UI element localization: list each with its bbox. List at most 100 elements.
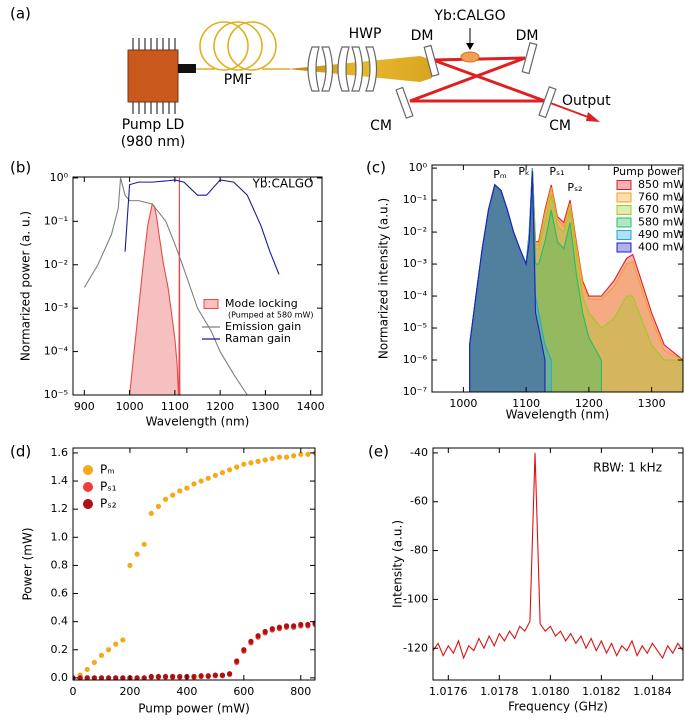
y-tick-label: -120: [403, 641, 428, 654]
legend-swatch: [203, 299, 219, 309]
data-point: [262, 628, 268, 635]
x-tick-label: 1400: [297, 400, 325, 413]
x-tick-label: 1.0178: [480, 685, 519, 698]
data-point: [162, 496, 169, 502]
x-tick-label: 200: [119, 685, 140, 698]
legend-label: 760 mW: [638, 191, 684, 204]
data-point: [226, 671, 233, 677]
x-tick-label: 800: [290, 685, 311, 698]
y-tick-label: 10⁻¹: [403, 193, 427, 206]
data-point: [84, 675, 90, 680]
legend-marker: [83, 499, 93, 509]
y-axis-label: Normarized power (a. u.): [19, 211, 33, 361]
data-point: [170, 673, 176, 680]
data-point: [276, 454, 283, 460]
area: [129, 177, 181, 395]
x-tick-label: 1000: [116, 400, 144, 413]
crystal-pointer-head: [466, 43, 474, 50]
x-tick-label: 1.0180: [531, 685, 570, 698]
data-point: [191, 481, 197, 487]
fiber-coil: [196, 21, 290, 71]
pump-diode: [127, 49, 179, 103]
y-tick-label: 0.6: [51, 587, 69, 600]
legend-label: 490 mW: [638, 228, 684, 241]
plot-frame: [431, 164, 684, 393]
legend-swatch: [616, 242, 632, 253]
output-arrow: [586, 112, 600, 122]
data-point: [120, 675, 126, 680]
data-point: [219, 470, 226, 476]
x-tick-label: 1.0184: [633, 685, 672, 698]
legend-title: Pump power: [613, 165, 682, 178]
legend-marker: [83, 465, 93, 475]
data-point: [269, 626, 275, 632]
plot-frame: [72, 447, 316, 681]
data-point: [241, 461, 247, 467]
x-tick-label: 1000: [449, 397, 477, 410]
y-tick-label: -40: [410, 446, 428, 459]
data-point: [248, 638, 254, 644]
data-point: [283, 454, 290, 460]
legend-swatch: [616, 205, 632, 215]
data-point: [191, 673, 197, 680]
legend-swatch: [616, 230, 632, 240]
y-tick-label: -80: [410, 544, 428, 557]
y-axis-label: Normarized intensity (a.u.): [377, 198, 391, 359]
plot-area: [83, 177, 280, 395]
annotation: Pₘ: [493, 168, 507, 181]
panel-label: (c): [366, 159, 386, 177]
data-point: [148, 510, 154, 516]
data-point: [255, 633, 261, 639]
data-point: [98, 652, 105, 658]
setup-diagram: (a) Pump LD (980 nm) PMF HWP DM Yb:CALGO…: [10, 5, 611, 151]
data-point: [212, 672, 218, 678]
data-point: [84, 666, 90, 673]
annotation: Pₛ₂: [567, 181, 582, 194]
data-point: [155, 673, 162, 680]
data-point: [141, 541, 147, 547]
diagram-label: Pump LD: [122, 117, 185, 133]
data-point: [291, 623, 297, 629]
diagram-label: Yb:CALGO: [433, 8, 505, 24]
data-point: [105, 647, 112, 653]
data-point: [248, 460, 254, 466]
diagram-label: Output: [562, 93, 611, 109]
line: [433, 452, 683, 660]
data-point: [198, 673, 204, 679]
x-axis-label: Wavelength (nm): [146, 415, 250, 429]
cavity-beams: [409, 56, 546, 103]
data-point: [226, 467, 233, 473]
y-tick-label: 1.4: [51, 474, 69, 487]
x-tick-label: 1100: [512, 397, 540, 410]
legend-label: Pₘ: [100, 463, 115, 477]
data-point: [298, 451, 304, 457]
mirrors: [395, 41, 557, 119]
data-point: [234, 464, 240, 470]
x-tick-label: 1100: [161, 400, 189, 413]
y-tick-label: 10⁻³: [44, 301, 68, 314]
panel-label: (d): [10, 443, 31, 461]
y-tick-label: 10⁻⁷: [403, 385, 427, 398]
data-point: [177, 488, 183, 494]
data-point: [255, 458, 261, 464]
plot-frame: [432, 447, 684, 681]
data-point: [298, 621, 304, 628]
legend-swatch: [616, 180, 632, 190]
x-tick-label: 600: [233, 685, 254, 698]
y-tick-label: 0.4: [51, 615, 69, 628]
connector: [178, 64, 196, 73]
y-tick-label: 10⁻³: [403, 257, 427, 270]
x-tick-label: 1200: [206, 400, 234, 413]
plot-frame: [72, 176, 323, 396]
data-point: [184, 485, 190, 491]
data-point: [212, 472, 218, 479]
data-point: [162, 673, 169, 680]
plot-area: [73, 450, 315, 680]
y-tick-label: 0.0: [51, 671, 69, 684]
y-tick-label: 10⁰: [50, 171, 69, 184]
data-point: [283, 623, 290, 629]
data-point: [291, 453, 297, 459]
annotation: Pₛ₁: [549, 165, 564, 178]
data-point: [141, 675, 147, 680]
